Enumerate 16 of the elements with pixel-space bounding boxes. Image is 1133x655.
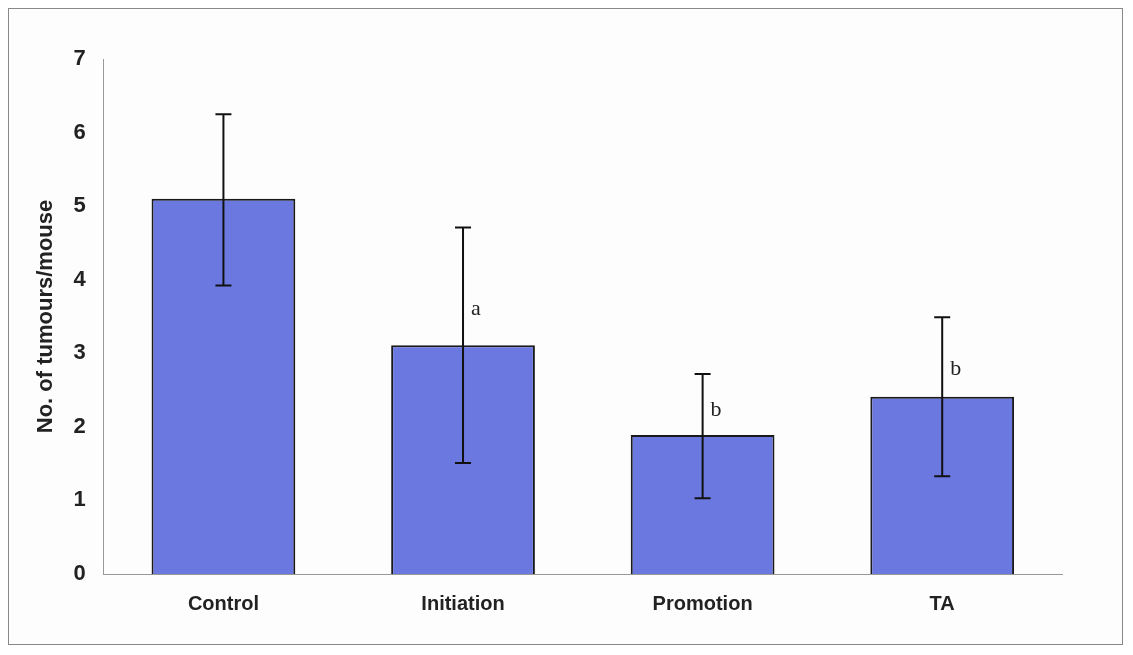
y-tick-label: 2 — [73, 412, 86, 438]
x-tick-label: Initiation — [421, 591, 505, 614]
y-tick-label: 3 — [73, 339, 86, 365]
y-tick-label: 1 — [73, 486, 86, 512]
y-axis-title: No. of tumours/mouse — [32, 199, 58, 434]
y-tick-label: 7 — [73, 45, 86, 71]
y-tick-label: 5 — [73, 192, 86, 218]
y-tick-label: 0 — [73, 560, 86, 586]
x-tick-label: TA — [929, 591, 955, 614]
annotation: b — [950, 355, 962, 381]
y-tick-label: 4 — [73, 265, 87, 291]
y-tick-label: 6 — [73, 118, 86, 144]
x-tick-label: Control — [187, 591, 259, 614]
annotation: b — [710, 395, 722, 421]
annotation: a — [471, 294, 482, 320]
x-tick-label: Promotion — [652, 591, 753, 614]
